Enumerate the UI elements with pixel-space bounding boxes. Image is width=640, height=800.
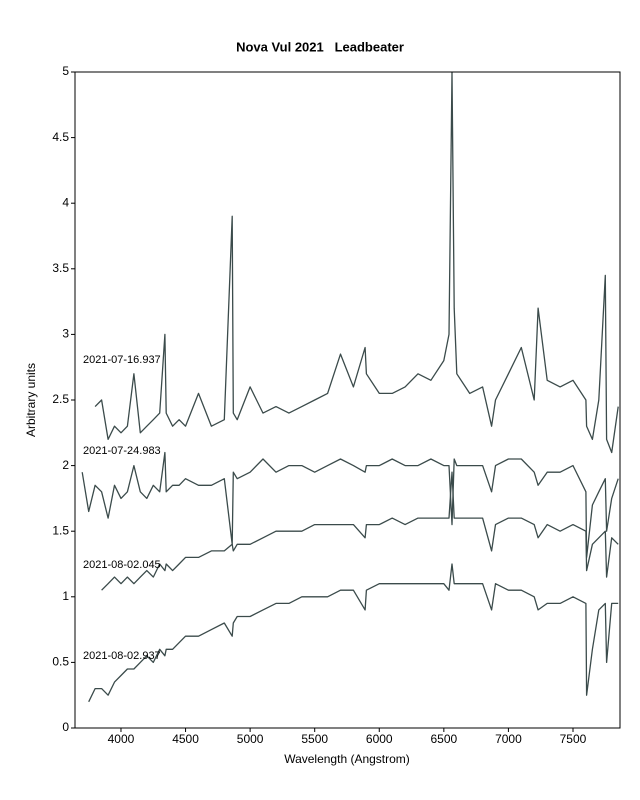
x-tick-label: 5000 [237,732,264,746]
y-tick-label: 2 [62,458,69,472]
y-axis-label: Arbitrary units [24,363,38,437]
y-tick-label: 3.5 [52,261,69,275]
x-tick-label: 4000 [108,732,135,746]
series-label: 2021-08-02.045 [83,559,161,571]
x-tick-label: 5500 [301,732,328,746]
y-tick-label: 4 [62,195,69,209]
x-tick-label: 6000 [366,732,393,746]
x-tick-label: 7000 [495,732,522,746]
spectrum-line [101,471,619,591]
y-tick-label: 0 [62,720,69,734]
y-tick-label: 2.5 [52,392,69,406]
y-tick-label: 4.5 [52,130,69,144]
x-axis-label: Wavelength (Angstrom) [284,752,410,766]
y-tick-label: 5 [62,64,69,78]
y-tick-label: 1.5 [52,523,69,537]
x-tick-label: 7500 [560,732,587,746]
y-tick-label: 3 [62,327,69,341]
series-label: 2021-07-24.983 [83,445,161,457]
spectrum-line [94,72,619,454]
x-tick-label: 4500 [172,732,199,746]
x-tick-label: 6500 [430,732,457,746]
y-tick-label: 0.5 [52,655,69,669]
spectrum-line [81,451,619,559]
chart-title: Nova Vul 2021 Leadbeater [236,39,404,54]
plot-lines [81,72,619,703]
spectrum-line [88,563,619,703]
y-tick-label: 1 [62,589,69,603]
series-label: 2021-08-02.937 [83,650,161,662]
series-label: 2021-07-16.937 [83,354,161,366]
